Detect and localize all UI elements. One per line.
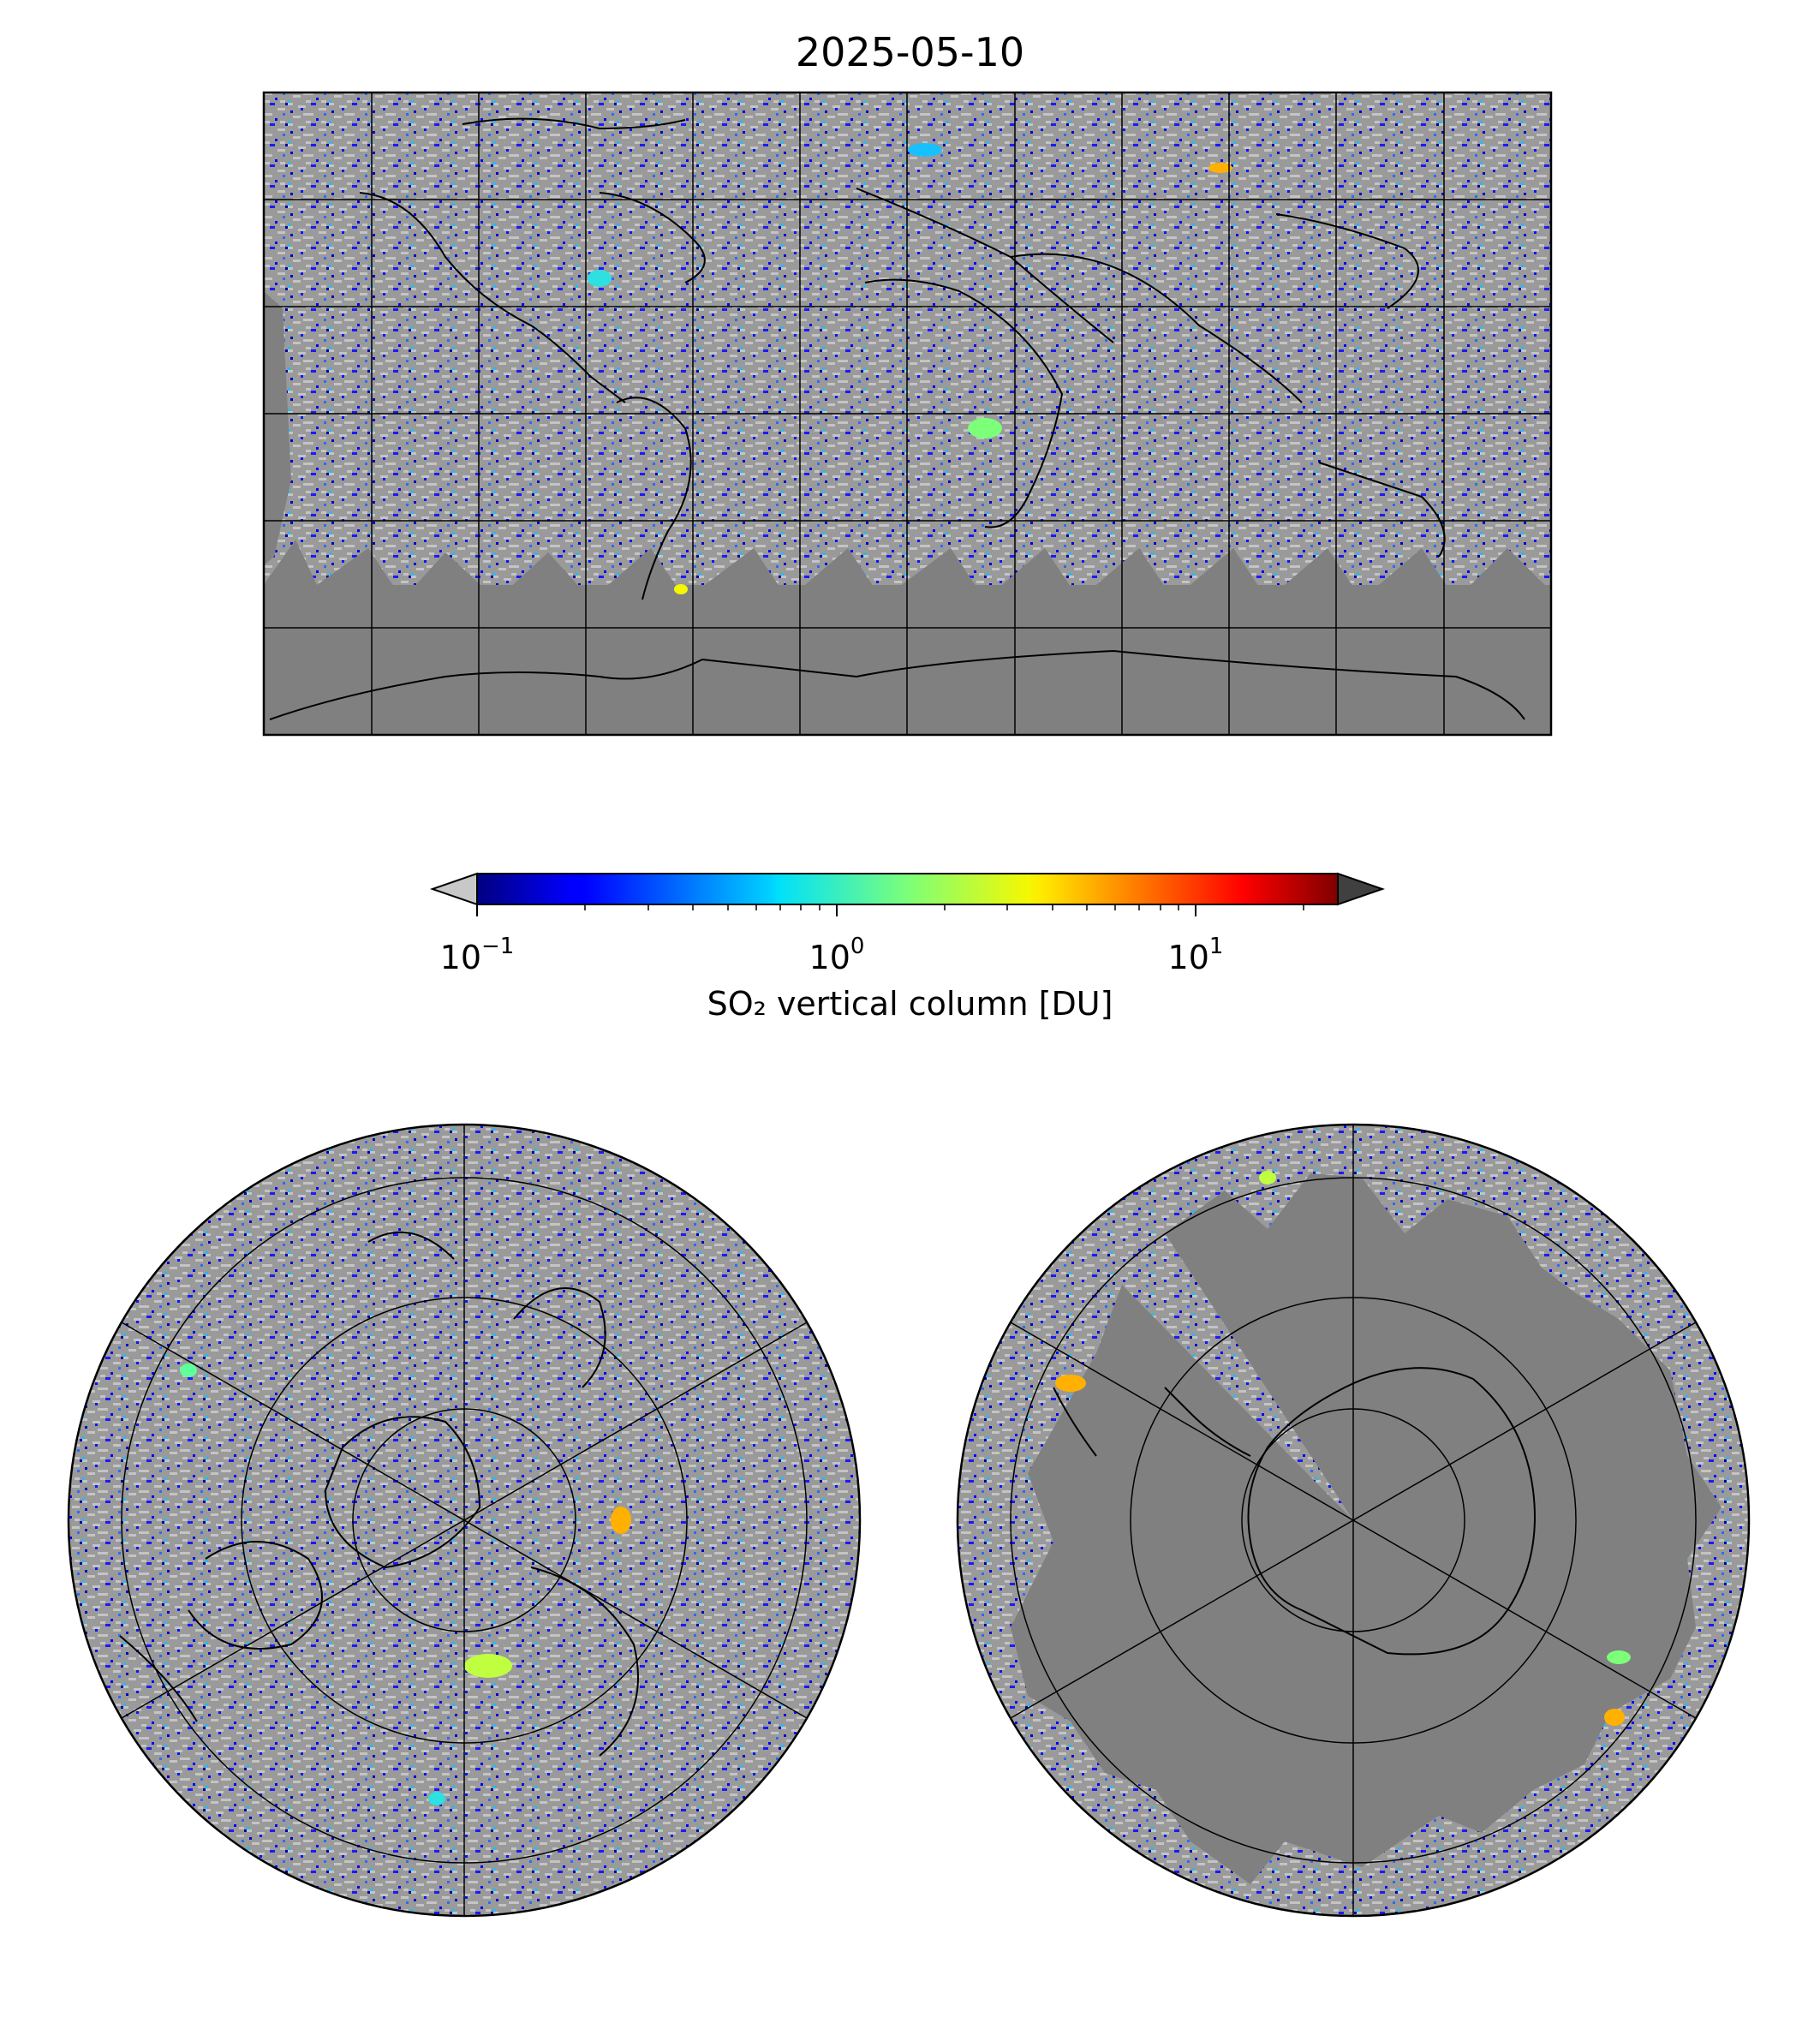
north-polar-map — [67, 1123, 862, 1918]
colorbar-tick-label: 100 — [809, 934, 865, 976]
colorbar-under-extension — [429, 872, 478, 906]
colorbar-over-extension — [1337, 872, 1386, 906]
colorbar-tick-label: 101 — [1167, 934, 1224, 976]
colorbar-label: SO₂ vertical column [DU] — [707, 985, 1113, 1023]
colorbar-tick-label: 10−1 — [439, 934, 515, 976]
global-map — [262, 91, 1553, 737]
colorbar — [429, 872, 1386, 916]
map-title: 2025-05-10 — [795, 29, 1025, 75]
south-polar-map — [956, 1123, 1751, 1918]
